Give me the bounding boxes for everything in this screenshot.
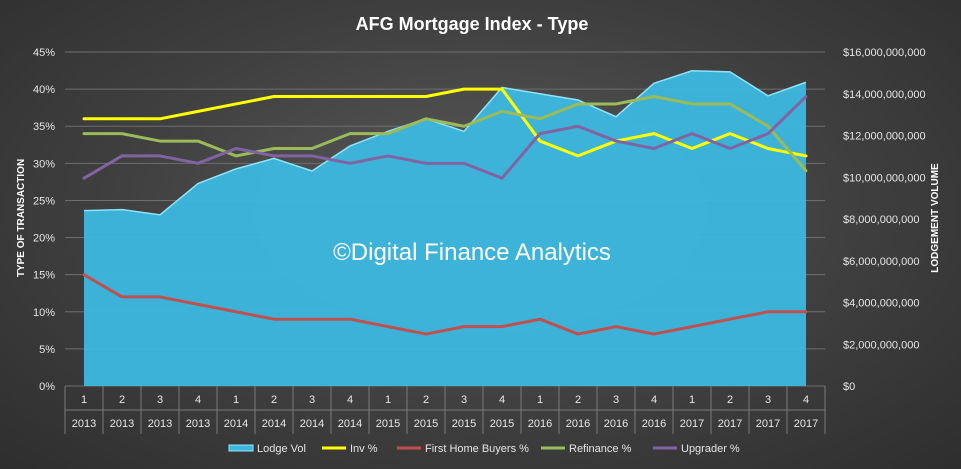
x-tick-quarter: 3 bbox=[765, 394, 771, 406]
watermark: ©Digital Finance Analytics bbox=[333, 239, 611, 266]
y2-tick-label: $14,000,000,000 bbox=[843, 89, 926, 101]
series-line-2 bbox=[82, 95, 808, 173]
y-tick-label: 20% bbox=[33, 233, 55, 245]
legend: Lodge Vol Inv % First Home Buyers % Refinan… bbox=[228, 443, 740, 455]
series-line-0 bbox=[82, 87, 808, 158]
x-tick-year: 2014 bbox=[338, 418, 362, 430]
x-tick-year: 2013 bbox=[110, 418, 134, 430]
x-tick-quarter: 2 bbox=[271, 394, 277, 406]
y2-tick-label: $0 bbox=[843, 381, 855, 393]
x-tick-quarter: 1 bbox=[385, 394, 391, 406]
y-tick-label: 0% bbox=[39, 381, 55, 393]
y-tick-label: 35% bbox=[33, 121, 55, 133]
x-tick-quarter: 4 bbox=[499, 394, 505, 406]
x-axis: 1 2013 2 2013 3 2013 4 2013 1 2014 2 2014 3 2014 4 2014… bbox=[64, 386, 826, 434]
y-tick-label: 45% bbox=[33, 47, 55, 59]
x-tick-quarter: 1 bbox=[689, 394, 695, 406]
series-line-1 bbox=[82, 273, 808, 336]
series-lines bbox=[82, 87, 808, 336]
y2-axis-title: LODGEMENT VOLUME bbox=[930, 163, 941, 273]
chart-title: AFG Mortgage Index - Type bbox=[356, 14, 589, 34]
x-tick-quarter: 2 bbox=[423, 394, 429, 406]
x-tick-year: 2015 bbox=[490, 418, 514, 430]
x-tick-year: 2016 bbox=[642, 418, 666, 430]
y2-tick-label: $2,000,000,000 bbox=[843, 339, 919, 351]
y-tick-label: 10% bbox=[33, 307, 55, 319]
x-tick-year: 2016 bbox=[604, 418, 628, 430]
x-tick-year: 2016 bbox=[566, 418, 590, 430]
y-tick-label: 5% bbox=[39, 344, 55, 356]
x-tick-year: 2016 bbox=[528, 418, 552, 430]
y-tick-label: 40% bbox=[33, 84, 55, 96]
y-tick-label: 25% bbox=[33, 195, 55, 207]
lodge-vol-area bbox=[83, 70, 807, 386]
x-tick-year: 2013 bbox=[186, 418, 210, 430]
legend-swatch bbox=[228, 444, 254, 452]
y-tick-label: 15% bbox=[33, 270, 55, 282]
x-tick-year: 2014 bbox=[224, 418, 248, 430]
x-tick-year: 2017 bbox=[794, 418, 818, 430]
x-tick-quarter: 2 bbox=[119, 394, 125, 406]
x-tick-year: 2017 bbox=[718, 418, 742, 430]
y2-tick-label: $8,000,000,000 bbox=[843, 214, 919, 226]
x-tick-quarter: 1 bbox=[537, 394, 543, 406]
area-lodge-vol bbox=[84, 70, 806, 386]
x-tick-quarter: 4 bbox=[651, 394, 657, 406]
y2-tick-label: $12,000,000,000 bbox=[843, 131, 926, 143]
x-tick-quarter: 4 bbox=[347, 394, 353, 406]
x-tick-year: 2015 bbox=[376, 418, 400, 430]
legend-label: First Home Buyers % bbox=[425, 443, 529, 455]
y-axis-secondary: $0 $2,000,000,000 $4,000,000,000 $6,000,000… bbox=[843, 47, 926, 393]
series-line-3 bbox=[82, 95, 808, 180]
x-tick-year: 2017 bbox=[756, 418, 780, 430]
legend-label: Inv % bbox=[350, 443, 378, 455]
y-axis-title: TYPE OF TRANSACTION bbox=[16, 159, 27, 277]
x-tick-quarter: 1 bbox=[233, 394, 239, 406]
legend-label: Refinance % bbox=[569, 443, 632, 455]
x-tick-quarter: 3 bbox=[613, 394, 619, 406]
x-tick-quarter: 2 bbox=[727, 394, 733, 406]
x-tick-year: 2017 bbox=[680, 418, 704, 430]
y2-tick-label: $16,000,000,000 bbox=[843, 47, 926, 59]
x-tick-quarter: 3 bbox=[309, 394, 315, 406]
x-tick-year: 2014 bbox=[300, 418, 324, 430]
x-tick-quarter: 3 bbox=[157, 394, 163, 406]
legend-label: Lodge Vol bbox=[257, 443, 306, 455]
y2-tick-label: $6,000,000,000 bbox=[843, 256, 919, 268]
x-tick-quarter: 3 bbox=[461, 394, 467, 406]
area-lodge-vol-edge bbox=[83, 70, 807, 216]
y2-tick-label: $10,000,000,000 bbox=[843, 172, 926, 184]
y-tick-label: 30% bbox=[33, 158, 55, 170]
y2-tick-label: $4,000,000,000 bbox=[843, 298, 919, 310]
x-tick-year: 2014 bbox=[262, 418, 286, 430]
x-tick-year: 2015 bbox=[414, 418, 438, 430]
legend-label: Upgrader % bbox=[681, 443, 740, 455]
x-tick-quarter: 1 bbox=[81, 394, 87, 406]
x-tick-quarter: 2 bbox=[575, 394, 581, 406]
x-tick-year: 2013 bbox=[148, 418, 172, 430]
x-tick-quarter: 4 bbox=[195, 394, 201, 406]
x-tick-quarter: 4 bbox=[803, 394, 809, 406]
y-axis-primary: 0% 5% 10% 15% 20% 25% 30% 35% 40% 45% bbox=[33, 47, 55, 393]
x-tick-year: 2013 bbox=[72, 418, 96, 430]
x-tick-year: 2015 bbox=[452, 418, 476, 430]
